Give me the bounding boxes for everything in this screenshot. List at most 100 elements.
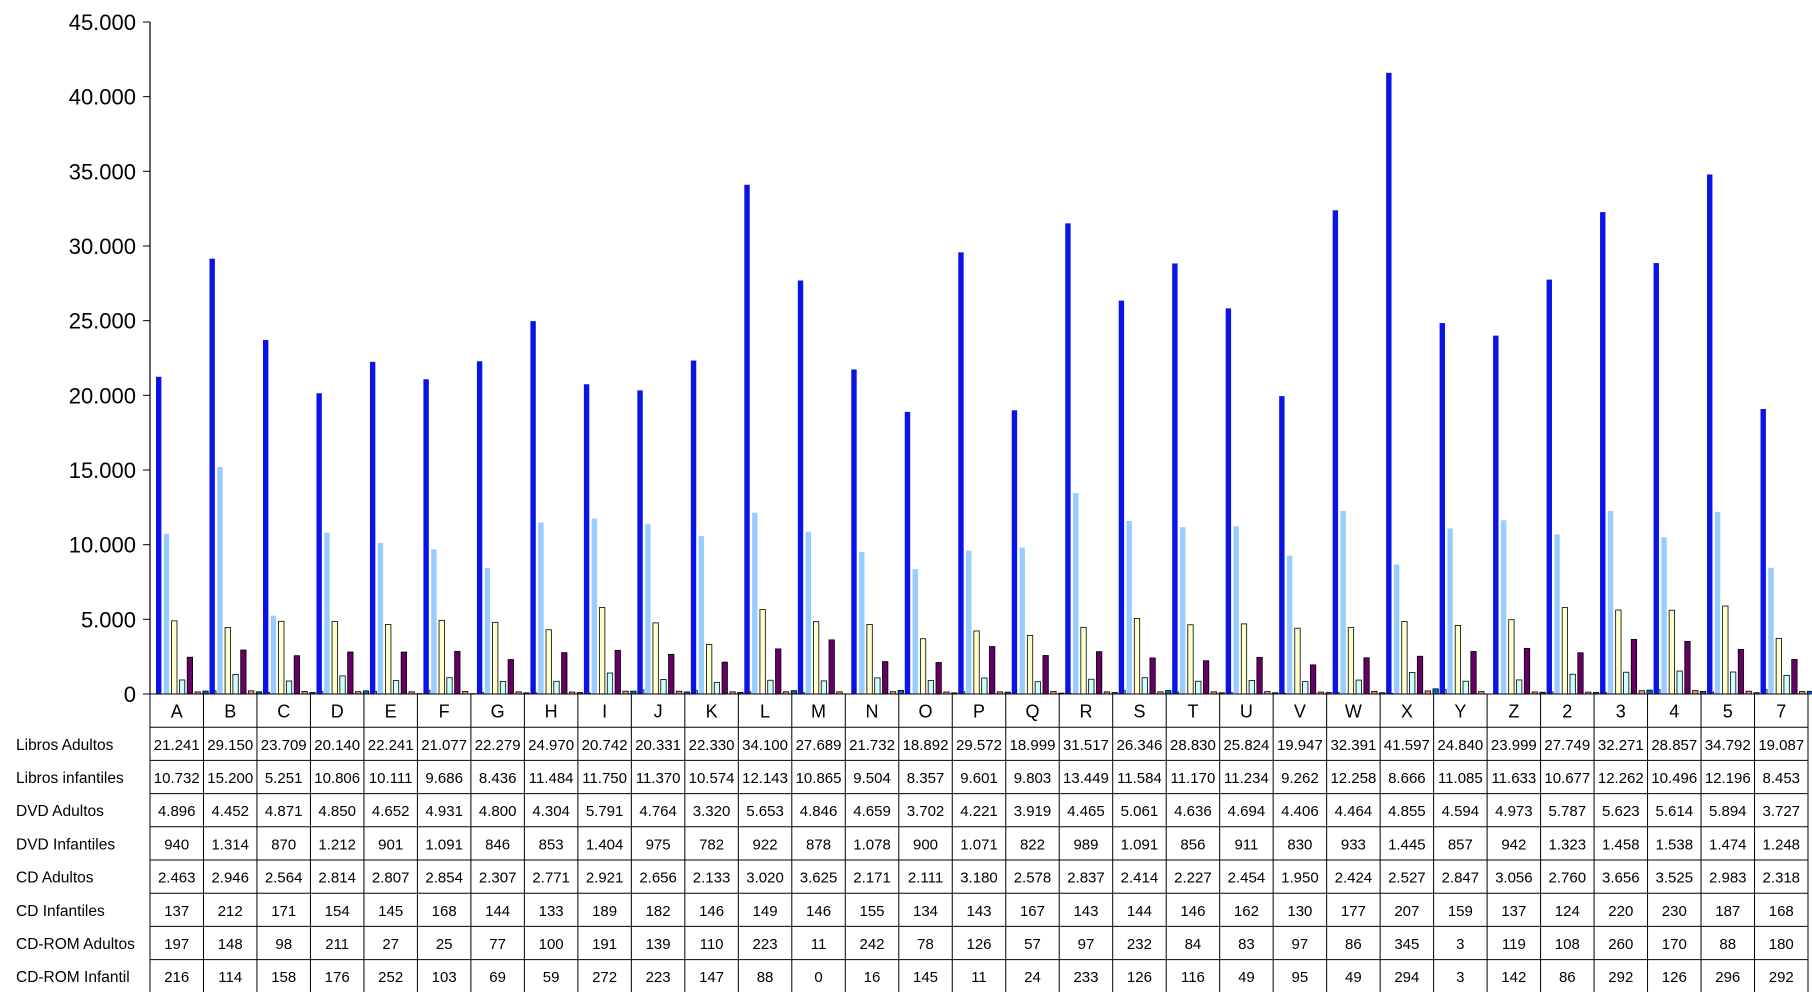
bar-libros-infantiles-2 xyxy=(1554,534,1560,694)
data-label: 49 xyxy=(1238,969,1255,986)
data-label: 21.241 xyxy=(154,737,200,754)
category-label: W xyxy=(1345,702,1362,722)
bar-libros-infantiles-m xyxy=(805,531,812,694)
data-label: 84 xyxy=(1185,936,1202,953)
bar-dvd-adultos-u xyxy=(1240,623,1248,695)
data-label: 2.454 xyxy=(1228,870,1266,887)
y-axis: 45.000 40.000 35.000 30.000 25.000 20.000 15.0… xyxy=(69,10,151,707)
data-label: 86 xyxy=(1559,969,1576,986)
data-label: 97 xyxy=(1292,936,1309,953)
data-label: 59 xyxy=(543,969,560,986)
bar-dvd-adultos-i xyxy=(599,607,606,695)
bar-libros-infantiles-3 xyxy=(1607,510,1614,694)
bar-libros-infantiles-r xyxy=(1073,493,1079,694)
bar-dvd-adultos-f xyxy=(438,619,445,695)
data-label: 2.227 xyxy=(1174,870,1212,887)
data-label: 159 xyxy=(1448,903,1473,920)
data-label: 1.212 xyxy=(318,836,356,853)
data-label: 11 xyxy=(971,969,987,986)
bar-libros-infantiles-e xyxy=(377,543,384,694)
data-label: 822 xyxy=(1020,836,1045,853)
data-label: 3.320 xyxy=(693,803,731,820)
category-label: U xyxy=(1240,702,1253,722)
legend-dvd-infantiles: DVD Infantiles xyxy=(16,836,115,853)
bar-dvd-adultos-t xyxy=(1187,624,1194,695)
data-label: 1.458 xyxy=(1602,836,1640,853)
category-label: K xyxy=(706,702,718,722)
data-label: 2.847 xyxy=(1442,870,1480,887)
data-label: 242 xyxy=(860,936,885,953)
bar-dvd-adultos-w xyxy=(1347,626,1355,695)
data-label: 29.150 xyxy=(207,737,253,754)
category-label: V xyxy=(1294,702,1306,722)
data-label: 4.896 xyxy=(158,803,196,820)
data-label: 130 xyxy=(1287,903,1312,920)
category-label: N xyxy=(866,702,879,722)
bar-dvd-infantiles-k xyxy=(713,681,721,695)
bar-libros-adultos-3 xyxy=(1600,212,1606,694)
bar-dvd-infantiles-r xyxy=(1088,678,1095,695)
data-label: 27.749 xyxy=(1544,737,1590,754)
bar-dvd-infantiles-y xyxy=(1462,680,1469,695)
data-label: 2.564 xyxy=(265,870,303,887)
category-label: B xyxy=(224,702,236,722)
data-label: 13.449 xyxy=(1063,770,1109,787)
data-label: 1.404 xyxy=(586,836,624,853)
bar-libros-infantiles-y xyxy=(1447,528,1453,694)
data-label: 133 xyxy=(539,903,564,920)
category-label: D xyxy=(331,702,344,722)
data-label: 197 xyxy=(164,936,189,953)
data-label: 143 xyxy=(1073,903,1098,920)
bar-libros-adultos-k xyxy=(690,360,697,694)
data-label: 940 xyxy=(164,836,189,853)
category-label: R xyxy=(1079,702,1092,722)
category-label: E xyxy=(385,702,397,722)
data-label: 143 xyxy=(966,903,991,920)
data-label: 8.666 xyxy=(1388,770,1426,787)
data-label: 3.656 xyxy=(1602,870,1640,887)
bar-libros-infantiles-f xyxy=(431,549,437,694)
bar-dvd-infantiles-i xyxy=(606,672,614,695)
bar-dvd-adultos-4 xyxy=(1668,609,1675,695)
data-label: 23.709 xyxy=(261,737,307,754)
data-label: 11.633 xyxy=(1491,770,1536,787)
category-label: T xyxy=(1187,702,1198,722)
data-label: 2.578 xyxy=(1014,870,1052,887)
bar-libros-infantiles-z xyxy=(1500,520,1507,694)
bar-dvd-adultos-5 xyxy=(1722,605,1729,695)
bar-cd-adultos-v xyxy=(1309,664,1317,695)
y-tick-label: 35.000 xyxy=(69,159,136,184)
bar-dvd-infantiles-p xyxy=(981,677,988,695)
data-label: 4.594 xyxy=(1442,803,1480,820)
category-label: 4 xyxy=(1669,702,1679,722)
data-label: 4.764 xyxy=(639,803,677,820)
data-label: 26.346 xyxy=(1117,737,1163,754)
bar-libros-adultos-e xyxy=(369,361,376,694)
data-label: 1.323 xyxy=(1549,836,1587,853)
bar-dvd-adultos-x xyxy=(1401,621,1408,695)
bar-cd-rom-adultos-7 xyxy=(1806,690,1812,695)
data-label: 2.133 xyxy=(693,870,731,887)
bar-libros-adultos-m xyxy=(797,280,804,694)
bar-dvd-infantiles-7 xyxy=(1783,674,1790,695)
bar-cd-adultos-r xyxy=(1096,651,1103,695)
data-label: 10.732 xyxy=(154,770,200,787)
data-label: 88 xyxy=(1719,936,1736,953)
data-label: 32.391 xyxy=(1330,737,1376,754)
category-label: 3 xyxy=(1616,702,1626,722)
data-label: 15.200 xyxy=(207,770,253,787)
data-label: 9.686 xyxy=(425,770,463,787)
bar-libros-infantiles-n xyxy=(859,552,865,694)
data-label: 12.258 xyxy=(1330,770,1376,787)
bar-cd-adultos-c xyxy=(293,655,300,695)
legend-libros-infantiles: Libros infantiles xyxy=(16,770,124,787)
bar-libros-infantiles-4 xyxy=(1661,537,1667,694)
bar-dvd-adultos-o xyxy=(919,638,927,695)
data-label: 187 xyxy=(1715,903,1740,920)
bar-libros-adultos-z xyxy=(1493,335,1499,694)
data-label: 1.078 xyxy=(853,836,891,853)
data-label: 11.584 xyxy=(1117,770,1162,787)
category-label: M xyxy=(811,702,826,722)
data-label: 144 xyxy=(485,903,510,920)
data-label: 3 xyxy=(1456,936,1464,953)
